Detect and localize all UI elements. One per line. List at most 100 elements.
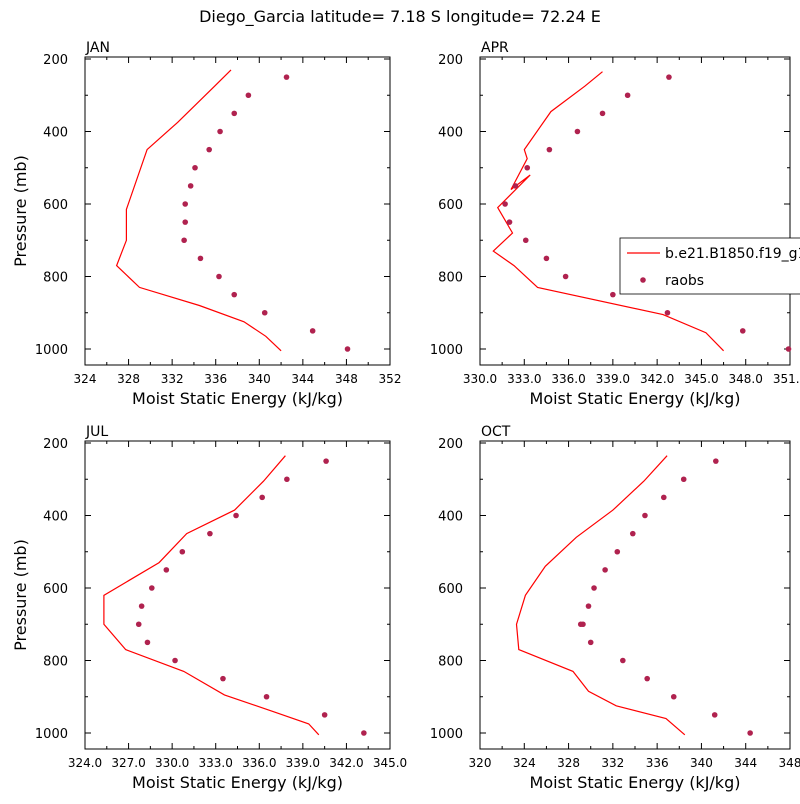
plot-frame	[479, 440, 791, 750]
y-tick-label: 800	[438, 271, 463, 286]
raobs-point	[680, 476, 687, 483]
raobs-point	[711, 712, 718, 718]
raobs-point	[138, 603, 145, 609]
raobs-point	[172, 657, 178, 664]
raobs-point	[629, 530, 636, 537]
raobs-point	[524, 164, 531, 171]
raobs-point	[187, 183, 194, 189]
raobs-point	[642, 512, 648, 519]
raobs-point	[207, 530, 213, 537]
x-axis-label: Moist Static Energy (kJ/kg)	[530, 389, 741, 408]
raobs-point	[231, 110, 238, 117]
raobs-point	[284, 476, 290, 483]
raobs-point	[562, 273, 569, 280]
x-axis-label: Moist Static Energy (kJ/kg)	[132, 389, 343, 408]
x-axis-label: Moist Static Energy (kJ/kg)	[132, 773, 343, 792]
raobs-point	[321, 712, 328, 718]
legend-marker-swatch	[640, 277, 646, 283]
y-axis-label: Pressure (mb)	[11, 539, 30, 651]
raobs-point	[602, 567, 608, 573]
raobs-point	[739, 328, 746, 334]
raobs-point	[231, 291, 238, 298]
x-tick-label: 332	[161, 372, 184, 386]
y-tick-label: 800	[43, 271, 68, 286]
panel-oct: OCT 320 324 328 332 336 340 344 348 200 400 600 800 1…	[430, 424, 800, 792]
y-tick-label: 400	[438, 510, 463, 525]
raobs-point	[197, 255, 204, 262]
raobs-point	[259, 494, 265, 501]
raobs-point	[585, 603, 592, 609]
raobs-point	[587, 639, 594, 646]
panel-jan: JAN 324 328 332 336 340 344 348 352 200 400 600 800 1…	[11, 40, 401, 408]
y-tick-label: 400	[43, 510, 68, 525]
raobs-point	[149, 585, 155, 591]
y-tick-label: 400	[43, 126, 68, 141]
y-tick-label: 600	[438, 198, 463, 213]
panel-jul: JUL 324.0 327.0 330.0 333.0 336.0 339.0 342.0 34…	[11, 424, 407, 792]
y-tick-label: 600	[43, 582, 68, 597]
raobs-point	[220, 675, 226, 682]
raobs-point	[660, 494, 667, 501]
plot-frame	[84, 440, 391, 750]
raobs-point	[543, 255, 550, 262]
raobs-point	[506, 219, 513, 225]
raobs-point	[577, 621, 584, 628]
raobs-point	[574, 128, 581, 135]
x-tick-label: 328	[117, 372, 140, 386]
y-tick-label: 200	[43, 53, 68, 68]
y-tick-label: 200	[438, 437, 463, 452]
raobs-point	[344, 346, 351, 352]
raobs-point	[206, 146, 212, 153]
x-axis-label: Moist Static Energy (kJ/kg)	[530, 773, 741, 792]
raobs-point	[144, 639, 151, 646]
x-tick-label: 328	[557, 756, 580, 770]
raobs-point	[666, 74, 672, 80]
raobs-point	[323, 458, 329, 464]
raobs-point	[135, 621, 142, 628]
x-tick-label: 345.0	[684, 372, 718, 386]
raobs-point	[263, 693, 270, 700]
raobs-point	[217, 128, 223, 135]
panel-label: JUL	[85, 424, 108, 440]
raobs-point	[261, 309, 268, 316]
x-tick-label: 333.0	[199, 756, 233, 770]
x-tick-label: 324	[74, 372, 97, 386]
raobs-point	[309, 328, 316, 334]
x-tick-label: 336.0	[242, 756, 276, 770]
raobs-point	[512, 183, 519, 189]
x-tick-label: 342.0	[640, 372, 674, 386]
raobs-point	[182, 219, 189, 225]
y-tick-label: 600	[43, 198, 68, 213]
x-tick-label: 336	[204, 372, 227, 386]
raobs-point	[546, 146, 553, 153]
y-tick-label: 1000	[430, 343, 463, 358]
raobs-point	[233, 512, 239, 519]
raobs-point	[620, 657, 626, 664]
x-tick-label: 345.0	[373, 756, 407, 770]
raobs-point	[624, 92, 631, 99]
raobs-point	[163, 567, 170, 573]
y-tick-label: 600	[438, 582, 463, 597]
raobs-point	[179, 548, 186, 555]
y-tick-label: 1000	[35, 343, 68, 358]
legend-label-model: b.e21.B1850.f19_g1	[665, 246, 800, 262]
y-tick-label: 1000	[35, 727, 68, 742]
raobs-point	[664, 309, 671, 316]
raobs-point	[670, 693, 677, 700]
x-tick-label: 332	[601, 756, 624, 770]
raobs-point	[591, 585, 597, 591]
x-tick-label: 344	[291, 372, 314, 386]
x-tick-label: 327.0	[111, 756, 145, 770]
raobs-point	[216, 273, 222, 280]
raobs-point	[610, 291, 616, 298]
x-tick-label: 340	[248, 372, 271, 386]
raobs-point	[283, 74, 290, 80]
y-tick-label: 200	[43, 437, 68, 452]
model-profile-line	[115, 69, 282, 352]
raobs-point	[361, 730, 367, 736]
x-tick-label: 339.0	[596, 372, 630, 386]
raobs-point	[785, 346, 792, 352]
x-tick-label: 351.0	[773, 372, 800, 386]
